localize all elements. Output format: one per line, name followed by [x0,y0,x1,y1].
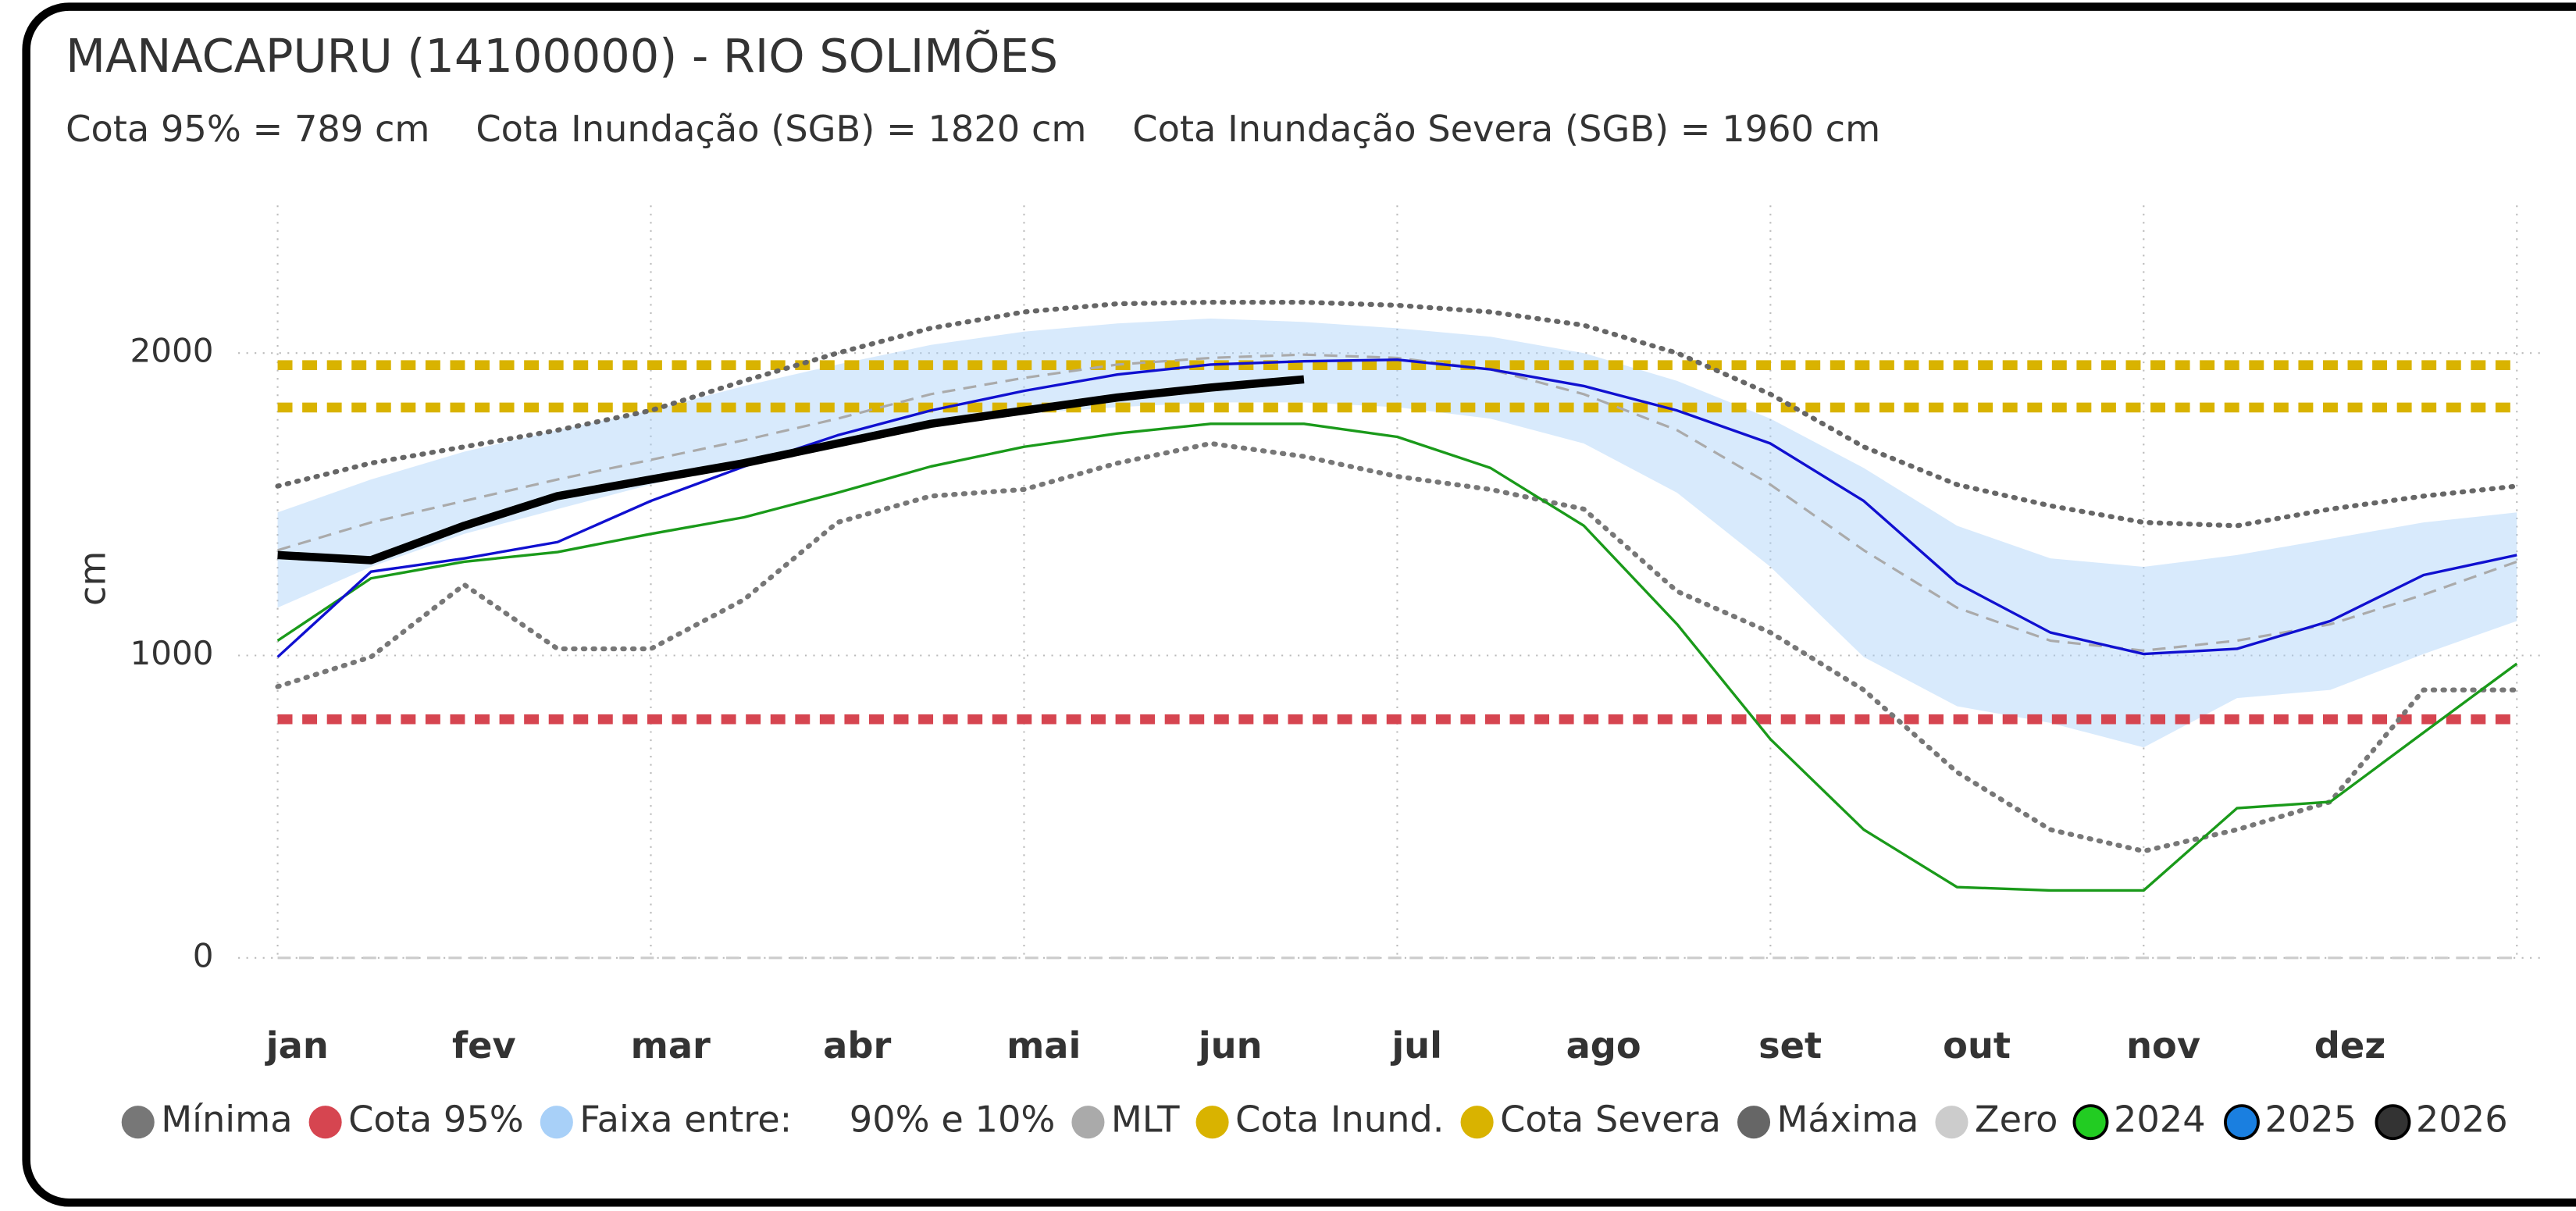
frame [22,2,2576,1207]
x-tick-label: jan [265,1024,329,1067]
series-line [276,422,2518,892]
legend-label: Cota Severa [1500,1099,1721,1141]
series-line [276,358,2517,658]
legend-marker [1737,1106,1771,1139]
legend-marker [2375,1104,2411,1141]
legend-marker [1935,1106,1969,1139]
chart-title: MANACAPURU (14100000) - RIO SOLIMÕES [66,29,1058,83]
band-area [277,319,2517,748]
legend-label: Cota Inund. [1235,1099,1445,1141]
legend-label: Zero [1975,1099,2058,1141]
y-tick-label: 1000 [130,634,213,672]
x-tick-label: nov [2126,1024,2200,1067]
series-line [277,353,2517,652]
x-tick-label: mai [1007,1024,1081,1067]
series-line [277,375,1305,565]
legend-label: 2025 [2264,1099,2357,1141]
legend-marker [1071,1106,1105,1139]
legend-label: Máxima [1776,1099,1919,1141]
legend-marker [2072,1104,2109,1141]
x-tick-label: fev [452,1024,516,1067]
legend-label: Mínima [161,1099,292,1141]
y-tick-label: 2000 [130,332,213,370]
y-tick-label: 0 [193,936,214,974]
x-tick-label: out [1943,1024,2011,1067]
chart-subtitle: Cota 95% = 789 cm Cota Inundação (SGB) =… [66,108,1880,150]
legend-label: MLT [1111,1099,1180,1141]
legend-label: 2026 [2416,1099,2508,1141]
y-axis-label: cm [72,551,114,607]
x-tick-label: dez [2314,1024,2385,1067]
legend-marker [308,1106,342,1139]
x-tick-label: abr [823,1024,891,1067]
series-line [275,299,2520,529]
legend-label: Faixa entre: 90% e 10% [579,1099,1055,1141]
series-line [275,440,2520,854]
legend-marker [540,1106,573,1139]
legend-marker [1195,1106,1229,1139]
x-tick-label: set [1758,1024,1822,1067]
legend-label: Cota 95% [348,1099,524,1141]
legend-marker [121,1106,155,1139]
x-tick-label: mar [631,1024,711,1067]
x-tick-label: jul [1390,1024,1442,1067]
legend-marker [1460,1106,1494,1139]
legend-label: 2024 [2114,1099,2206,1141]
x-tick-label: jun [1197,1024,1263,1067]
legend-marker [2224,1104,2260,1141]
x-tick-label: ago [1566,1024,1641,1067]
